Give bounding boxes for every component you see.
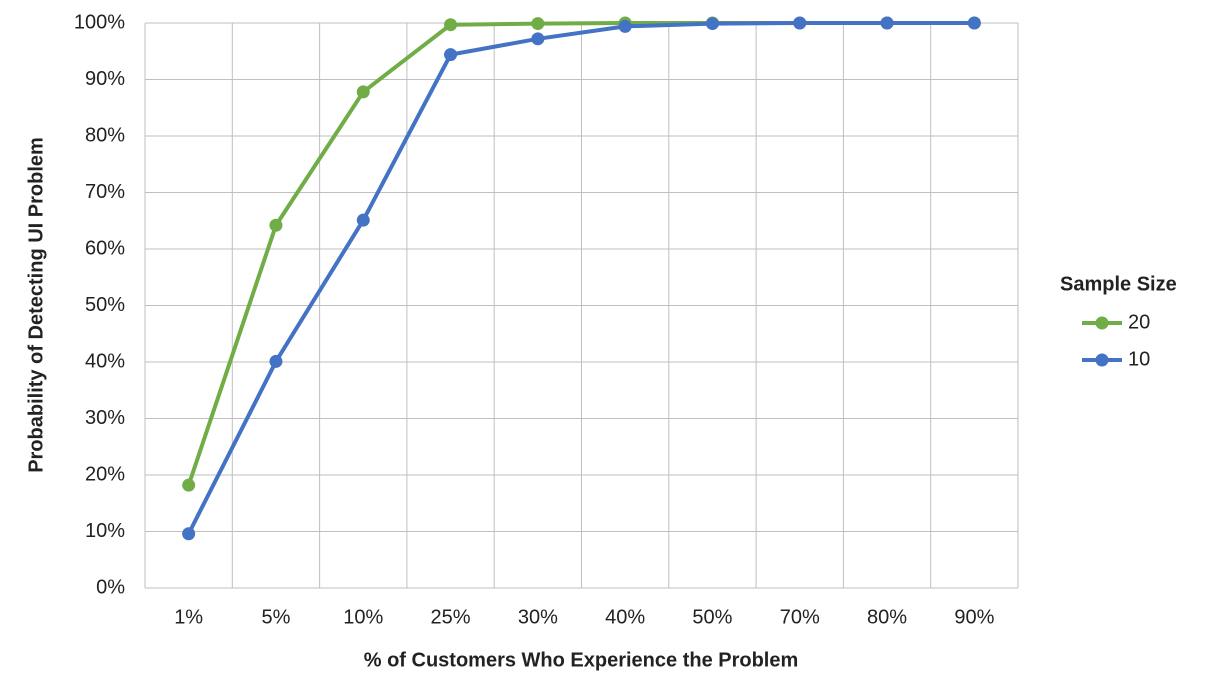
y-tick-label: 80%: [85, 124, 125, 146]
y-tick-label: 90%: [85, 68, 125, 90]
y-tick-label: 0%: [96, 576, 125, 598]
x-tick-label: 90%: [954, 606, 994, 628]
x-tick-label: 80%: [867, 606, 907, 628]
x-tick-label: 30%: [518, 606, 558, 628]
y-tick-label: 30%: [85, 407, 125, 429]
legend-label: 20: [1128, 311, 1150, 333]
x-tick-label: 40%: [605, 606, 645, 628]
data-point: [880, 16, 894, 30]
x-tick-label: 10%: [343, 606, 383, 628]
y-tick-label: 10%: [85, 520, 125, 542]
series-line: [186, 21, 975, 535]
y-tick-label: 70%: [85, 181, 125, 203]
legend-title: Sample Size: [1060, 273, 1177, 295]
x-tick-label: 5%: [261, 606, 290, 628]
y-tick-label: 60%: [85, 237, 125, 259]
x-tick-label: 25%: [431, 606, 471, 628]
y-tick-label: 20%: [85, 463, 125, 485]
legend-marker: [1095, 353, 1109, 367]
legend-label: 10: [1128, 348, 1150, 370]
x-tick-label: 50%: [692, 606, 732, 628]
data-point: [356, 213, 370, 227]
x-tick-label: 70%: [780, 606, 820, 628]
data-point: [356, 85, 370, 99]
data-point: [967, 16, 981, 30]
data-point: [269, 354, 283, 368]
data-point: [182, 527, 196, 541]
y-axis-label: Probability of Detecting UI Problem: [25, 137, 47, 473]
data-point: [269, 218, 283, 232]
y-tick-label: 50%: [85, 294, 125, 316]
x-tick-label: 1%: [174, 606, 203, 628]
data-point: [793, 16, 807, 30]
data-point: [444, 18, 458, 32]
data-point: [618, 19, 632, 33]
data-point: [182, 478, 196, 492]
y-tick-label: 40%: [85, 350, 125, 372]
legend-marker: [1095, 316, 1109, 330]
y-tick-label: 100%: [74, 11, 125, 33]
data-point: [531, 32, 545, 46]
data-point: [705, 17, 719, 31]
data-point: [531, 17, 545, 31]
data-point: [444, 48, 458, 62]
x-axis-label: % of Customers Who Experience the Proble…: [364, 649, 799, 671]
